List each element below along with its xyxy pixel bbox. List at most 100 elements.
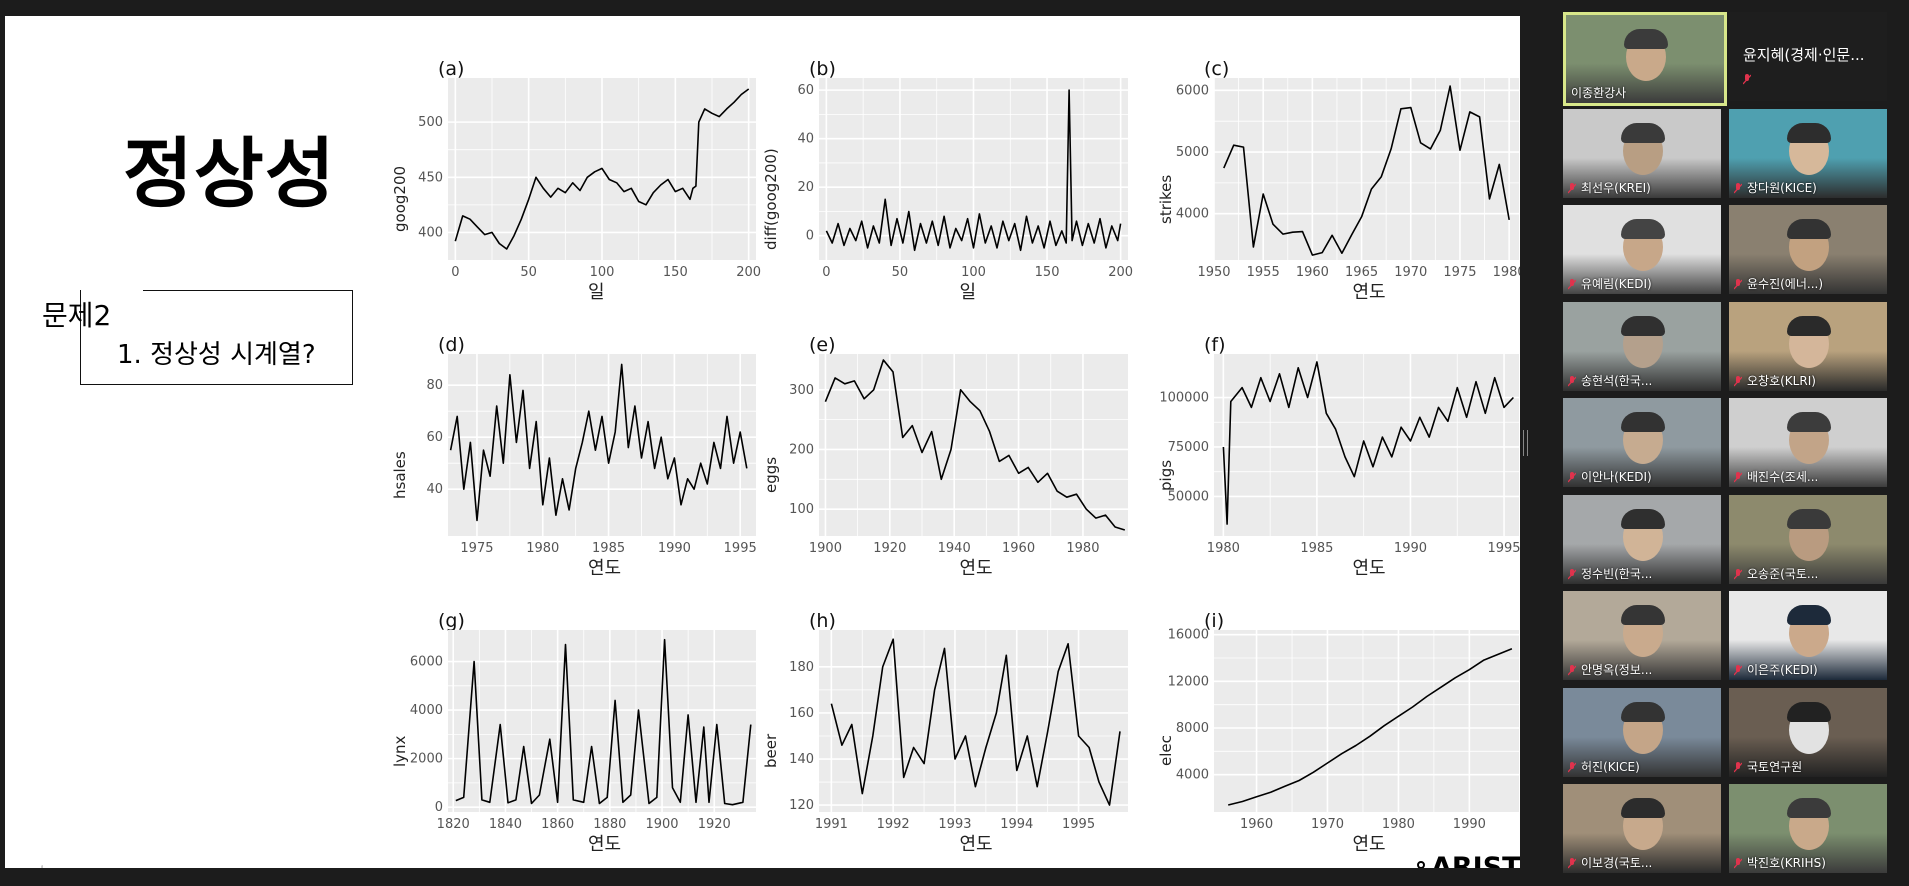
x-tick-label: 1965 [1345,265,1378,280]
x-tick-label: 1980 [1382,817,1415,832]
question-text: 1. 정상성 시계열? [117,340,316,370]
chart-panel-letter: (e) [809,334,836,356]
brand-logo-text: ARIST [1431,852,1520,868]
participant-hair [1787,798,1831,818]
x-tick-label: 1860 [541,817,574,832]
participant-tile[interactable]: 이보경(국토... [1563,784,1721,873]
participant-tile[interactable]: 장다원(KICE) [1729,108,1887,198]
chart-x-axis-label: 일 [588,282,605,303]
muted-mic-icon [1568,568,1576,579]
x-tick-label: 1995 [1062,817,1095,832]
y-tick-label: 160 [789,706,814,721]
y-tick-label: 2000 [410,752,443,767]
y-tick-label: 80 [426,378,443,393]
chart-panel-letter: (h) [809,610,836,632]
y-tick-label: 60 [426,430,443,445]
participant-name: 유예림(KEDI) [1581,277,1652,291]
chart-plot-area: 1975 1980 1985 1990 1995 40 60 80 [426,354,757,556]
participant-name: 오창호(KLRI) [1747,373,1816,388]
participant-tile[interactable]: 오송준(국토... [1729,494,1887,584]
participant-tile[interactable]: 이은주(KEDI) [1729,591,1887,680]
muted-mic-icon [1734,472,1742,483]
chart-plot-area: 0 50 100 150 200 400 450 500 [418,78,761,280]
participant-tile[interactable]: 윤수진(에너...) [1729,205,1887,294]
muted-mic-icon [1568,182,1576,193]
y-tick-label: 50000 [1168,489,1209,504]
participant-hair [1624,29,1668,49]
y-tick-label: 4000 [1176,768,1209,783]
y-tick-label: 140 [789,752,814,767]
participant-name: 송현석(한국... [1581,373,1653,388]
participant-tile[interactable]: 이종환강사 [1563,12,1727,106]
muted-mic-icon [1568,279,1576,290]
chart-panel-letter: (g) [438,610,465,632]
participant-tile[interactable]: 송현석(한국... [1563,301,1721,391]
x-tick-label: 1940 [938,541,971,556]
participant-name: 윤지혜(경제·인문... [1743,46,1865,64]
participant-tile[interactable]: 박진호(KRIHS) [1729,784,1887,873]
participant-tile[interactable]: 유예림(KEDI) [1563,205,1721,294]
participant-tile[interactable]: 윤지혜(경제·인문... [1729,12,1887,101]
x-tick-label: 150 [663,265,688,280]
chart-panel-letter: (d) [438,334,465,356]
x-tick-label: 150 [1035,265,1060,280]
participant-tile[interactable]: 이안나(KEDI) [1563,398,1721,487]
chart-panel-letter: (c) [1204,58,1230,80]
participant-tile[interactable]: 국토연구원 [1729,687,1887,777]
participant-hair [1787,508,1831,529]
chart-x-axis-label: 연도 [959,834,993,855]
x-tick-label: 0 [822,265,830,280]
muted-mic-icon [1734,182,1742,193]
series-line [825,89,1122,252]
muted-mic-icon [1734,279,1742,290]
y-tick-label: 12000 [1168,674,1209,689]
chart-panel-letter: (i) [1204,610,1225,632]
chart-x-axis-label: 연도 [588,558,622,579]
participant-name: 정수빈(한국... [1581,566,1653,581]
y-tick-label: 180 [789,660,814,675]
plot-background [819,354,1128,536]
x-tick-label: 1960 [1002,541,1035,556]
participant-name: 허진(KICE) [1581,759,1640,774]
participant-tile[interactable]: 안명옥(정보... [1563,591,1721,680]
y-tick-label: 40 [426,482,443,497]
x-tick-label: 1990 [1453,817,1486,832]
participant-tile[interactable]: 배진수(조세... [1729,398,1887,487]
participant-tile[interactable]: 정수빈(한국... [1563,494,1721,584]
participant-name: 장다원(KICE) [1747,180,1817,195]
participant-tile[interactable]: 최선우(KREI) [1563,108,1721,198]
plot-background [448,630,756,812]
participant-name: 배진수(조세... [1747,470,1819,484]
chart-plot-area: 0 50 100 150 200 0 20 40 60 [797,78,1133,280]
participant-tile[interactable]: 오창호(KLRI) [1729,301,1887,391]
x-tick-label: 50 [892,265,909,280]
chart-x-axis-label: 일 [959,282,977,303]
hand-pointer-icon: ☝ [35,862,45,868]
plot-background [1214,630,1519,812]
x-tick-label: 1990 [658,541,691,556]
participant-name: 박진호(KRIHS) [1747,856,1826,870]
x-tick-label: 1980 [1493,265,1520,280]
participant-name: 이은주(KEDI) [1747,663,1818,677]
series-line [1223,85,1510,256]
y-tick-label: 0 [806,229,814,244]
series-line [830,638,1121,806]
y-tick-label: 4000 [1176,207,1209,222]
presentation-slide: 정상성 문제2 1. 정상성 시계열? (a) goog200 일 0 50 100 150… [5,16,1520,868]
y-tick-label: 450 [418,170,443,185]
participant-hair [1621,412,1665,432]
panel-resize-handle[interactable] [1523,430,1528,456]
x-tick-label: 1995 [1487,541,1520,556]
x-tick-label: 1990 [1394,541,1427,556]
y-tick-label: 6000 [410,655,443,670]
x-tick-label: 1992 [877,817,910,832]
chart-x-axis-label: 연도 [959,558,993,579]
participant-name: 이안나(KEDI) [1581,470,1652,484]
participant-tile[interactable]: 허진(KICE) [1563,687,1721,777]
x-tick-label: 1960 [1240,817,1273,832]
participant-hair [1621,701,1665,722]
y-tick-label: 5000 [1176,145,1209,160]
x-tick-label: 1980 [1207,541,1240,556]
y-tick-label: 200 [789,442,814,457]
x-tick-label: 1960 [1296,265,1329,280]
